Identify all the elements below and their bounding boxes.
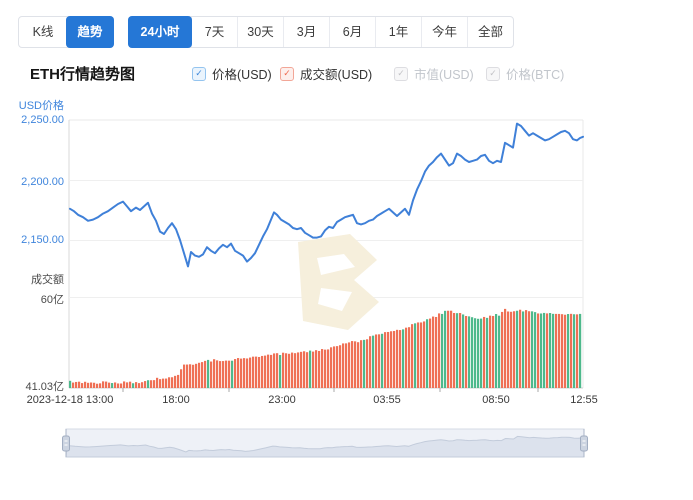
volume-bars — [69, 308, 582, 388]
tab-6m[interactable]: 6月 — [329, 17, 375, 47]
navigator-right-handle[interactable] — [580, 429, 588, 457]
datazoom-navigator[interactable] — [62, 428, 588, 458]
tab-all[interactable]: 全部 — [467, 17, 513, 47]
price-tick-2250: 2,250.00 — [21, 114, 64, 126]
price-axis-title: USD价格 — [18, 100, 64, 112]
checkbox-checked-icon[interactable] — [192, 66, 206, 81]
legend-price-usd[interactable]: 价格(USD) — [192, 64, 272, 83]
volume-axis-title: 成交额 — [31, 274, 64, 286]
checkbox-disabled-icon[interactable] — [394, 66, 408, 81]
legend-label: 市值(USD) — [414, 68, 474, 82]
checkbox-disabled-icon[interactable] — [486, 66, 500, 81]
x-tick-1255: 12:55 — [570, 394, 598, 406]
time-range-switcher: 24小时 7天 30天 3月 6月 1年 今年 全部 — [128, 16, 514, 48]
volume-tick-min: 41.03亿 — [25, 381, 64, 393]
volume-tick-60: 60亿 — [40, 294, 64, 306]
tab-trend[interactable]: 趋势 — [66, 16, 114, 48]
x-tick-0850: 08:50 — [482, 394, 510, 406]
price-tick-2150: 2,150.00 — [21, 234, 64, 246]
navigator-left-handle[interactable] — [62, 429, 70, 457]
legend-label: 价格(USD) — [212, 68, 272, 82]
legend-price-btc[interactable]: 价格(BTC) — [486, 64, 564, 83]
legend-label: 价格(BTC) — [506, 68, 565, 82]
tab-1y[interactable]: 1年 — [375, 17, 421, 47]
page-title: ETH行情趋势图 — [30, 66, 136, 83]
legend-volume-usd[interactable]: 成交额(USD) — [280, 64, 372, 83]
x-tick-1800: 18:00 — [162, 394, 190, 406]
x-tick-1300: 2023-12-18 13:00 — [26, 394, 114, 406]
tab-30d[interactable]: 30天 — [237, 17, 283, 47]
checkbox-checked-icon[interactable] — [280, 66, 294, 81]
legend-marketcap-usd[interactable]: 市值(USD) — [394, 64, 474, 83]
tab-ytd[interactable]: 今年 — [421, 17, 467, 47]
tab-kline[interactable]: K线 — [32, 25, 54, 39]
tab-24h[interactable]: 24小时 — [128, 16, 192, 48]
price-tick-2200: 2,200.00 — [21, 176, 64, 188]
tab-3m[interactable]: 3月 — [283, 17, 329, 47]
x-tick-2300: 23:00 — [268, 394, 296, 406]
chart-type-switcher: K线 趋势 — [18, 16, 114, 48]
price-line — [69, 122, 584, 268]
watermark-logo — [298, 234, 379, 330]
legend-label: 成交额(USD) — [300, 68, 373, 82]
x-tick-0355: 03:55 — [373, 394, 401, 406]
